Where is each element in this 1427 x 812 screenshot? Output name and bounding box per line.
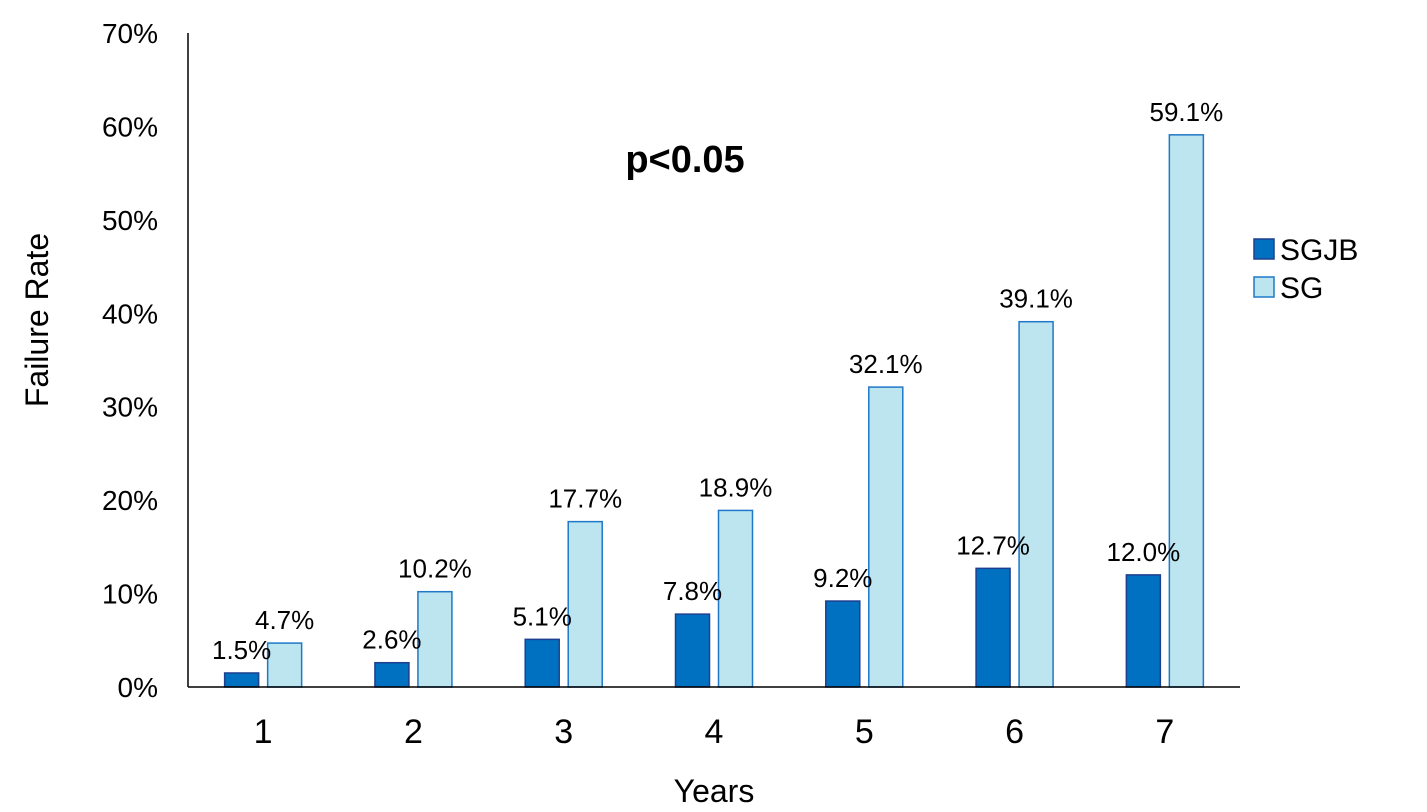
bar-sg-1 [266, 642, 303, 688]
data-label-sgjb-6: 12.7% [956, 530, 1030, 560]
y-tick-label: 70% [102, 18, 158, 49]
legend-label-sgjb: SGJB [1280, 234, 1358, 267]
y-tick-label: 0% [118, 672, 158, 703]
data-label-sgjb-5: 9.2% [813, 563, 872, 593]
legend-swatch-sgjb [1253, 238, 1275, 260]
data-label-sgjb-7: 12.0% [1106, 537, 1180, 567]
x-tick-label: 6 [1005, 713, 1024, 751]
legend-swatch-sg [1253, 276, 1275, 298]
data-label-sg-1: 4.7% [255, 605, 314, 635]
bar-sgjb-7 [1125, 574, 1162, 688]
data-label-sgjb-2: 2.6% [362, 625, 421, 655]
x-axis-ticks: 1 2 3 4 5 6 7 [254, 713, 1175, 751]
legend: SGJB SG [1253, 234, 1358, 305]
y-tick-label: 20% [102, 485, 158, 516]
data-label-sgjb-1: 1.5% [212, 635, 271, 665]
bar-sgjb-3 [524, 638, 560, 688]
x-axis-title: Years [674, 773, 755, 809]
y-axis-title: Failure Rate [19, 233, 55, 407]
x-tick-label: 4 [705, 713, 724, 751]
data-label-sg-7: 59.1% [1149, 97, 1223, 127]
bar-sgjb-6 [975, 567, 1011, 688]
bar-sg-5 [868, 386, 904, 688]
bar-sg-6 [1018, 320, 1054, 688]
bar-sg-2 [417, 590, 453, 688]
data-label-sg-5: 32.1% [849, 349, 923, 379]
data-label-sg-3: 17.7% [548, 484, 622, 514]
bar-sg-7 [1168, 134, 1205, 688]
data-label-sgjb-4: 7.8% [663, 576, 722, 606]
x-tick-label: 2 [404, 713, 423, 751]
significance-annotation: p<0.05 [625, 139, 744, 181]
x-tick-label: 7 [1155, 713, 1174, 751]
y-tick-label: 60% [102, 111, 158, 142]
data-label-sgjb-3: 5.1% [513, 601, 572, 631]
x-tick-label: 3 [554, 713, 573, 751]
bar-sgjb-5 [825, 600, 861, 688]
bar-sg-4 [717, 509, 754, 688]
bar-sgjb-2 [374, 661, 410, 688]
y-tick-label: 10% [102, 579, 158, 610]
x-tick-label: 5 [855, 713, 874, 751]
bar-sgjb-4 [674, 613, 711, 688]
data-labels: 1.5%4.7% 2.6% 10.2% 5.1% 17.7% 7.8% 18.9% 9.2% 3… [212, 97, 1223, 665]
bar-sg-3 [567, 520, 603, 688]
y-axis-ticks: 0% 10% 20% 30% 40% 50% 60% 70% [102, 18, 158, 703]
y-tick-label: 40% [102, 298, 158, 329]
legend-label-sg: SG [1280, 272, 1323, 305]
bar-sgjb-1 [223, 672, 260, 688]
data-label-sg-4: 18.9% [699, 472, 773, 502]
bars [223, 134, 1205, 688]
x-tick-label: 1 [254, 713, 273, 751]
y-tick-label: 30% [102, 392, 158, 423]
data-label-sg-6: 39.1% [999, 284, 1073, 314]
data-label-sg-2: 10.2% [398, 554, 472, 584]
y-tick-label: 50% [102, 205, 158, 236]
